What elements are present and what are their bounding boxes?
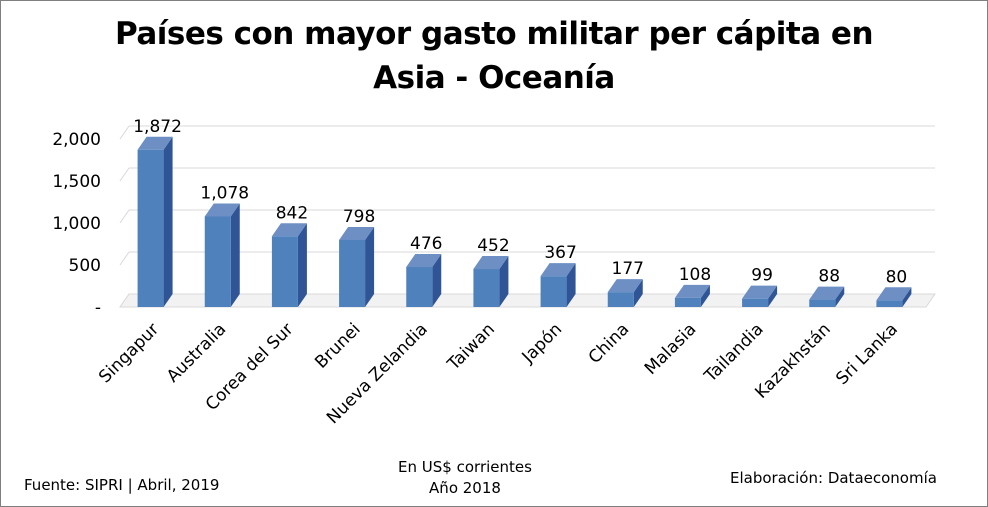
bar-front	[607, 292, 634, 307]
data-label: 88	[818, 267, 840, 287]
data-label: 177	[612, 259, 644, 279]
bar-side	[163, 136, 173, 307]
bar	[137, 136, 173, 307]
bar-top	[137, 136, 173, 150]
data-label: 798	[343, 207, 375, 227]
bar-front	[742, 298, 769, 307]
bar-side	[297, 223, 307, 307]
bar-top	[271, 223, 307, 237]
chart-title-line1: Países con mayor gasto militar per cápit…	[114, 16, 874, 52]
bar-front	[876, 300, 903, 307]
y-tick-label: 500	[69, 256, 101, 276]
floor-plane	[119, 293, 936, 308]
bar-front	[137, 149, 164, 307]
bar-front	[406, 267, 433, 307]
x-tick-label: Taiwan	[443, 319, 499, 375]
data-label: 842	[276, 203, 308, 223]
bar-top	[876, 287, 912, 301]
gridline-depth	[119, 209, 130, 224]
data-label: 367	[544, 243, 576, 263]
bar-side	[499, 256, 509, 307]
bar-side	[432, 254, 442, 307]
data-label: 80	[886, 267, 908, 287]
gridline-depth	[119, 125, 130, 140]
bar-front	[473, 269, 500, 307]
data-labels: 1,872 1,078 842 798 476 452 367 177 108 99 88 80	[133, 117, 907, 288]
bar	[339, 226, 375, 307]
y-tick-label: 1,500	[52, 172, 101, 192]
chart-floor	[119, 293, 936, 308]
bar	[876, 287, 912, 307]
gridline-depth	[119, 167, 130, 182]
y-tick-label: -	[95, 298, 101, 318]
bar-top	[540, 263, 576, 277]
bar-side	[902, 287, 912, 307]
gridline-depth	[119, 251, 130, 266]
x-tick-label: Japón	[518, 319, 566, 367]
bar-top	[674, 284, 710, 298]
y-axis-ticks: - 500 1,000 1,500 2,000	[52, 130, 101, 318]
bar-side	[700, 284, 710, 307]
bar	[607, 279, 643, 307]
bar-top	[607, 279, 643, 293]
bar-side	[835, 286, 845, 307]
data-label: 1,872	[133, 117, 182, 137]
x-tick-label: Brunei	[311, 319, 364, 372]
x-tick-label: Singapur	[95, 319, 163, 387]
grid-lines	[119, 125, 935, 308]
y-tick-label: 1,000	[52, 214, 101, 234]
bar	[406, 254, 442, 307]
bar-front	[204, 216, 231, 307]
bars	[137, 136, 912, 307]
x-tick-label: China	[585, 319, 633, 367]
bar	[271, 223, 307, 307]
chart-title-line2: Asia - Oceanía	[373, 60, 615, 96]
x-tick-label: Malasia	[641, 319, 701, 379]
y-tick-label: 2,000	[52, 130, 101, 150]
data-label: 476	[410, 234, 442, 254]
bar-front	[339, 239, 366, 307]
unit-line-currency: En US$ corrientes	[398, 458, 532, 476]
bar-side	[633, 279, 643, 307]
bar-front	[809, 299, 836, 307]
bar	[809, 286, 845, 307]
bar	[674, 284, 710, 307]
source-note: Fuente: SIPRI | Abril, 2019	[24, 476, 220, 494]
bar-top	[339, 226, 375, 240]
data-label: 99	[751, 266, 773, 286]
unit-note: En US$ corrientes Año 2018	[380, 457, 550, 499]
data-label: 1,078	[200, 183, 249, 203]
bar-side	[230, 203, 240, 307]
bar-side	[365, 226, 375, 307]
bar-top	[742, 285, 778, 299]
data-label: 452	[477, 236, 509, 256]
bar-top	[809, 286, 845, 300]
x-tick-label: Australia	[163, 319, 230, 386]
bar-front	[540, 276, 567, 307]
bar	[473, 256, 509, 307]
credit-note: Elaboración: Dataeconomía	[730, 469, 937, 487]
bar-top	[473, 256, 509, 270]
bar	[742, 285, 778, 307]
bar-side	[768, 285, 778, 307]
bar-top	[406, 254, 442, 268]
bar-side	[566, 263, 576, 307]
bar-top	[204, 203, 240, 217]
bar-front	[271, 236, 298, 307]
x-tick-label: Sri Lanka	[832, 319, 902, 389]
bar	[540, 263, 576, 307]
unit-line-year: Año 2018	[429, 479, 501, 497]
bar	[204, 203, 240, 307]
bar-front	[674, 297, 701, 307]
data-label: 108	[679, 265, 711, 285]
x-tick-label: Tailandia	[700, 319, 768, 387]
